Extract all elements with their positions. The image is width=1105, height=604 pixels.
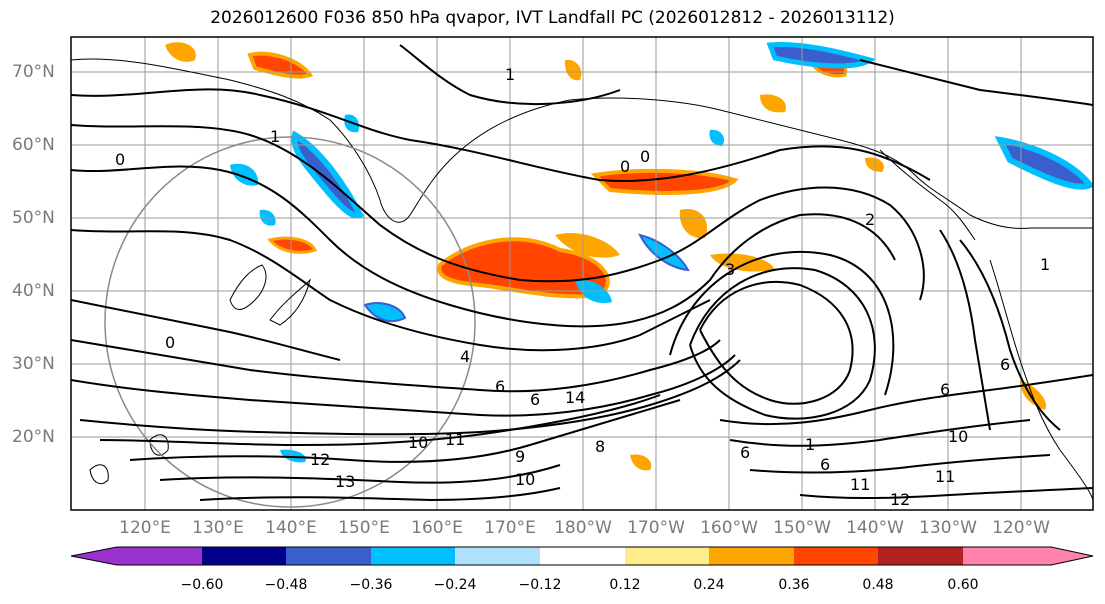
lon-label: 170°E [484, 518, 536, 538]
colorbar-cell [540, 547, 625, 565]
lat-label-40: 40°N [12, 281, 55, 301]
lon-label: 160°W [700, 518, 758, 538]
colorbar-cell [371, 547, 455, 565]
colorbar-cell [1051, 547, 1093, 565]
colorbar-cell [455, 547, 540, 565]
contour-label: 4 [460, 347, 470, 366]
colorbar-tick: −0.24 [433, 577, 477, 593]
colorbar-cell [71, 547, 117, 565]
lon-label: 170°W [627, 518, 685, 538]
colorbar-tick: 0.36 [778, 577, 810, 593]
contour-label: 11 [445, 430, 465, 449]
contour-label: 9 [515, 447, 525, 466]
colorbar-cell [794, 547, 878, 565]
lat-label-70: 70°N [12, 62, 55, 82]
positive-anomaly-patches [165, 42, 1046, 471]
lon-label: 130°W [919, 518, 977, 538]
lat-label-50: 50°N [12, 208, 55, 228]
lat-label-60: 60°N [12, 135, 55, 155]
lat-label-20: 20°N [12, 427, 55, 447]
contour-label: 0 [165, 333, 175, 352]
contour-label: 6 [1000, 355, 1010, 374]
colorbar-tick: 0.24 [693, 577, 725, 593]
lon-label: 120°W [992, 518, 1050, 538]
contour-label: 6 [495, 377, 505, 396]
contour-label: 3 [725, 260, 735, 279]
colorbar-tick: −0.48 [264, 577, 308, 593]
contour-label: 14 [565, 388, 585, 407]
colorbar-cell [117, 547, 202, 565]
contour-label: 1 [1040, 255, 1050, 274]
map-title: 2026012600 F036 850 hPa qvapor, IVT Land… [210, 8, 895, 28]
lon-label: 150°W [773, 518, 831, 538]
coastlines [71, 58, 1093, 501]
contour-label: 1 [805, 435, 815, 454]
contours [71, 44, 1093, 502]
lon-label: 180°W [554, 518, 612, 538]
contour-label: 2 [865, 210, 875, 229]
contour-label: 6 [740, 443, 750, 462]
contour-label: 0 [620, 157, 630, 176]
contour-label: 13 [335, 472, 355, 491]
negative-anomaly-patches [230, 41, 1093, 463]
contour-label: 11 [850, 475, 870, 494]
contour-label: 0 [640, 147, 650, 166]
contour-labels: 0 0 0 0 2 3 4 6 6 6 6 6 6 8 9 10 10 10 1… [115, 65, 1050, 509]
colorbar-cell [625, 547, 709, 565]
lon-label: 160°E [411, 518, 463, 538]
colorbar-cell [202, 547, 286, 565]
contour-label: 1 [505, 65, 515, 84]
contour-label: 10 [515, 470, 535, 489]
lon-label: 120°E [119, 518, 171, 538]
contour-label: 6 [820, 455, 830, 474]
contour-label: 10 [408, 433, 428, 452]
colorbar-tick: −0.60 [180, 577, 224, 593]
lon-label: 140°E [265, 518, 317, 538]
contour-label: 0 [115, 150, 125, 169]
colorbar-cell [286, 547, 371, 565]
lon-label: 140°W [846, 518, 904, 538]
contour-label: 12 [310, 450, 330, 469]
contour-label: 11 [935, 467, 955, 486]
contour-label: 8 [595, 437, 605, 456]
colorbar-tick: 0.60 [947, 577, 979, 593]
colorbar-tick: −0.12 [518, 577, 562, 593]
colorbar-cell [963, 547, 1051, 565]
lon-label: 150°E [338, 518, 390, 538]
contour-label: 12 [890, 490, 910, 509]
map-plot: 0 0 0 0 2 3 4 6 6 6 6 6 6 8 9 10 10 10 1… [70, 36, 1094, 511]
colorbar-tick: 0.12 [609, 577, 641, 593]
colorbar-cell [878, 547, 963, 565]
contour-label: 10 [948, 427, 968, 446]
contour-label: 1 [270, 127, 280, 146]
lat-label-30: 30°N [12, 354, 55, 374]
colorbar-cell [709, 547, 794, 565]
contour-label: 6 [530, 390, 540, 409]
colorbar-tick: 0.48 [862, 577, 894, 593]
graticule [71, 37, 1093, 510]
colorbar-tick: −0.36 [349, 577, 393, 593]
region-circle [104, 136, 476, 508]
lon-label: 130°E [192, 518, 244, 538]
contour-label: 6 [940, 380, 950, 399]
